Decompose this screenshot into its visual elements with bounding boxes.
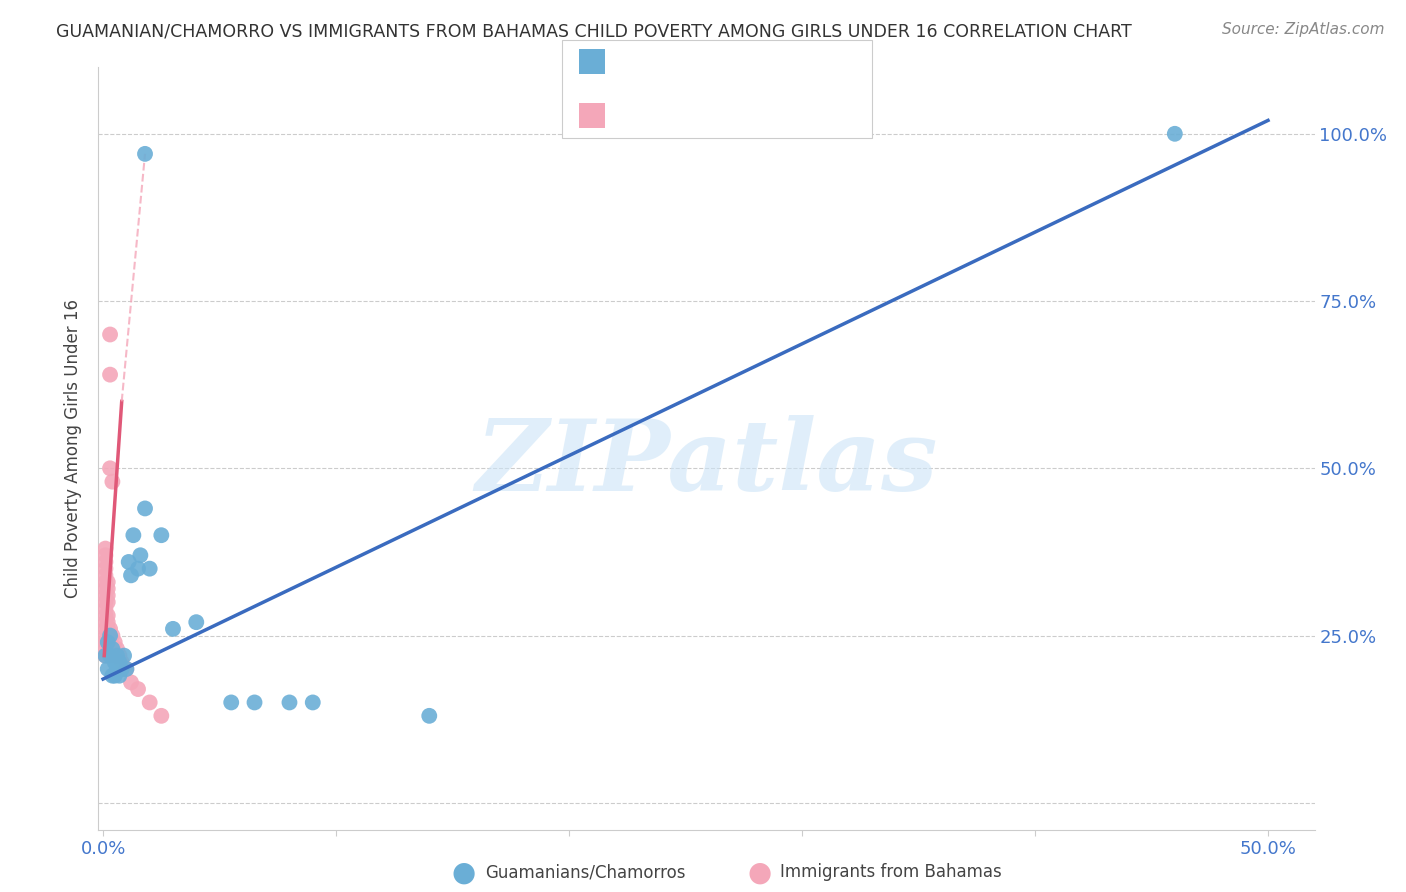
Text: Source: ZipAtlas.com: Source: ZipAtlas.com <box>1222 22 1385 37</box>
Point <box>219 696 242 710</box>
Point <box>94 602 117 616</box>
Point <box>98 368 121 382</box>
Point <box>104 648 127 663</box>
Point <box>127 562 149 576</box>
Point <box>94 562 117 576</box>
Point <box>150 708 173 723</box>
Point <box>101 642 124 657</box>
Point <box>104 669 127 683</box>
Point <box>94 589 117 603</box>
Point <box>98 622 121 636</box>
Y-axis label: Child Poverty Among Girls Under 16: Child Poverty Among Girls Under 16 <box>65 299 83 598</box>
Point <box>97 628 120 642</box>
Point <box>94 595 117 609</box>
Text: 32: 32 <box>748 53 773 70</box>
Point <box>162 622 184 636</box>
Point <box>129 548 152 563</box>
Text: ZIPatlas: ZIPatlas <box>475 416 938 512</box>
Point <box>94 548 117 563</box>
Point <box>97 662 120 676</box>
Point <box>97 648 120 663</box>
Point <box>94 575 117 590</box>
Point <box>98 628 121 642</box>
Point <box>101 475 124 489</box>
Point <box>104 635 127 649</box>
Point <box>101 628 124 642</box>
Point <box>301 696 323 710</box>
Point <box>105 662 128 676</box>
Point <box>105 648 128 663</box>
Text: 0.628: 0.628 <box>650 106 707 124</box>
Point <box>94 582 117 596</box>
Point <box>97 622 120 636</box>
Point <box>94 568 117 582</box>
Point <box>98 648 121 663</box>
Text: ●: ● <box>747 858 772 887</box>
Point <box>94 608 117 623</box>
Point <box>101 642 124 657</box>
Text: 46: 46 <box>748 106 773 124</box>
Point <box>94 622 117 636</box>
Point <box>150 528 173 542</box>
Point <box>243 696 266 710</box>
Point <box>97 589 120 603</box>
Point <box>94 615 117 630</box>
Point <box>94 635 117 649</box>
Point <box>108 648 131 663</box>
Point <box>97 595 120 609</box>
Point <box>112 648 135 663</box>
Point <box>120 675 142 690</box>
Text: N =: N = <box>706 106 758 124</box>
Point <box>111 662 134 676</box>
Point <box>97 615 120 630</box>
Point <box>94 541 117 556</box>
Text: Immigrants from Bahamas: Immigrants from Bahamas <box>780 863 1002 881</box>
Point <box>94 555 117 569</box>
Point <box>108 655 131 669</box>
Point <box>122 528 145 542</box>
Text: N =: N = <box>706 53 758 70</box>
Point <box>97 608 120 623</box>
Point <box>138 696 160 710</box>
Point <box>105 642 128 657</box>
Point <box>94 648 117 663</box>
Point <box>94 628 117 642</box>
Point <box>418 708 440 723</box>
Text: GUAMANIAN/CHAMORRO VS IMMIGRANTS FROM BAHAMAS CHILD POVERTY AMONG GIRLS UNDER 16: GUAMANIAN/CHAMORRO VS IMMIGRANTS FROM BA… <box>56 22 1132 40</box>
Text: 0.713: 0.713 <box>650 53 706 70</box>
Text: Guamanians/Chamorros: Guamanians/Chamorros <box>485 863 686 881</box>
Point <box>98 327 121 342</box>
Point <box>1164 127 1187 141</box>
Point <box>101 669 124 683</box>
Point <box>98 461 121 475</box>
Text: R =: R = <box>616 106 655 124</box>
Point <box>278 696 301 710</box>
Point <box>97 642 120 657</box>
Point <box>127 681 149 696</box>
Point <box>98 635 121 649</box>
Text: R =: R = <box>616 53 655 70</box>
Point <box>115 662 138 676</box>
Point <box>97 582 120 596</box>
Point <box>94 642 117 657</box>
Point <box>104 655 127 669</box>
Point <box>115 662 138 676</box>
Point <box>97 575 120 590</box>
Point <box>118 555 141 569</box>
Point <box>98 648 121 663</box>
Point <box>120 568 142 582</box>
Point <box>108 669 131 683</box>
Point <box>134 501 156 516</box>
Point <box>138 562 160 576</box>
Point <box>94 648 117 663</box>
Point <box>186 615 208 630</box>
Point <box>134 147 156 161</box>
Text: ●: ● <box>451 858 477 887</box>
Point <box>111 655 134 669</box>
Point <box>97 635 120 649</box>
